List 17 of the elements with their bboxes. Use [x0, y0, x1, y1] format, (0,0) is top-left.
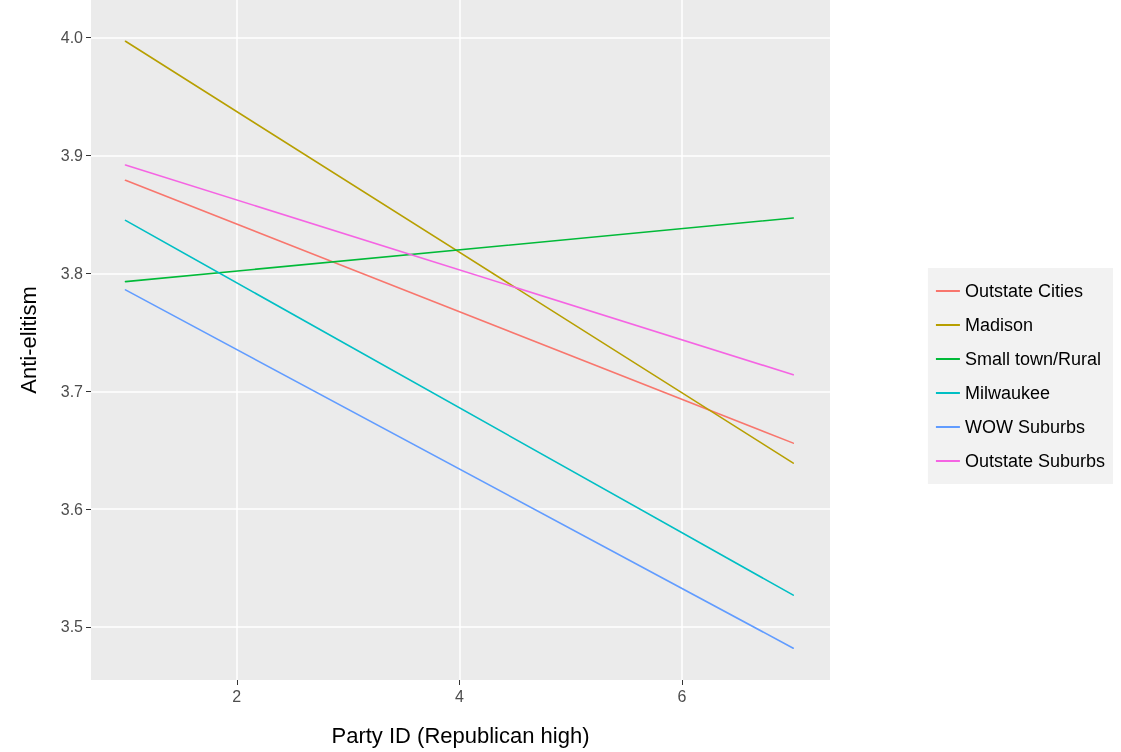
legend-label: Outstate Cities — [964, 281, 1083, 301]
legend-label: Milwaukee — [964, 383, 1050, 403]
legend-label: Madison — [964, 315, 1033, 335]
y-tick-label: 4.0 — [60, 29, 84, 47]
y-tick-label: 3.9 — [60, 147, 84, 165]
y-tick-label: 3.5 — [60, 618, 84, 636]
x-tick-label: 4 — [454, 687, 464, 705]
legend-label: Outstate Suburbs — [964, 451, 1106, 471]
y-axis-title: Anti-elitism — [15, 286, 41, 394]
y-tick-label: 3.7 — [60, 382, 84, 400]
x-tick-label: 6 — [677, 687, 687, 705]
legend-label: WOW Suburbs — [964, 417, 1085, 437]
x-axis-title: Party ID (Republican high) — [331, 722, 590, 748]
y-tick-label: 3.8 — [60, 264, 84, 282]
legend-label: Small town/Rural — [964, 349, 1101, 369]
x-tick-label: 2 — [232, 687, 242, 705]
y-tick-label: 3.6 — [60, 500, 84, 518]
